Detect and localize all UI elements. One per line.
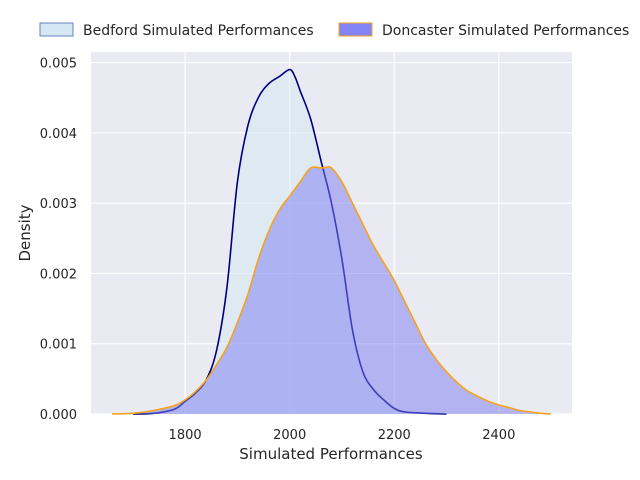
x-axis-title: Simulated Performances — [239, 445, 423, 463]
y-tick-label: 0.000 — [40, 408, 77, 423]
y-tick-label: 0.003 — [40, 197, 77, 212]
legend: Bedford Simulated Performances Doncaster… — [39, 22, 629, 39]
series-area-doncaster — [111, 166, 552, 414]
x-tick-label: 2400 — [482, 428, 515, 443]
x-tick-label: 2000 — [273, 428, 306, 443]
y-tick-label: 0.005 — [40, 57, 77, 72]
x-tick-label: 1800 — [169, 428, 202, 443]
y-tick-label: 0.001 — [40, 338, 77, 353]
legend-label-doncaster: Doncaster Simulated Performances — [382, 23, 629, 39]
ticks: 1800 2000 2200 2400 0.000 0.001 0.002 0.003 0.00… — [40, 57, 516, 443]
series-line-doncaster — [111, 165, 552, 415]
legend-swatch-bedford — [39, 22, 74, 37]
y-tick-label: 0.002 — [40, 267, 77, 282]
legend-swatch-doncaster — [338, 22, 373, 37]
y-tick-label: 0.004 — [40, 127, 77, 142]
y-axis-title: Density — [16, 204, 34, 261]
legend-label-bedford: Bedford Simulated Performances — [83, 23, 314, 39]
series-layer — [111, 68, 552, 415]
x-tick-label: 2200 — [378, 428, 411, 443]
